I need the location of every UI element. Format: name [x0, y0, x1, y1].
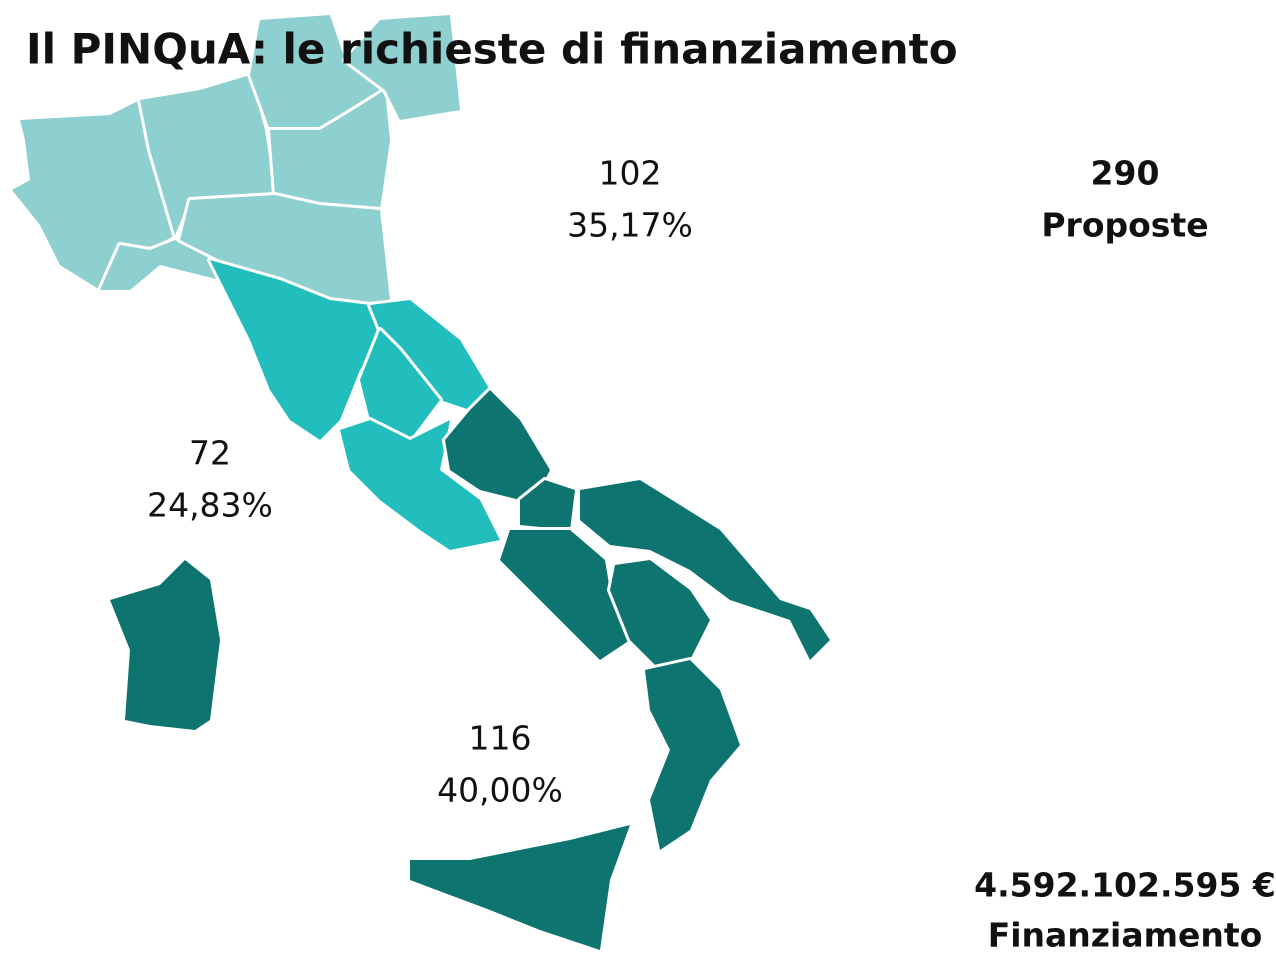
region — [337, 417, 503, 553]
area-percent: 40,00% — [437, 771, 563, 810]
title: Il PINQuA: le richieste di finanziamento — [26, 25, 958, 74]
total-proposals-label: Proposte — [1041, 206, 1208, 245]
area-count: 102 — [599, 154, 662, 193]
north-regions — [9, 12, 463, 308]
map — [9, 12, 833, 953]
region — [407, 822, 633, 953]
region — [577, 477, 833, 663]
center-regions — [207, 257, 503, 553]
total-funding: 4.592.102.595 € — [974, 866, 1276, 905]
area-percent: 35,17% — [567, 206, 693, 245]
region — [342, 12, 463, 123]
area-percent: 24,83% — [147, 486, 273, 525]
region — [517, 477, 578, 533]
region — [642, 657, 743, 853]
region — [107, 557, 223, 733]
area-count: 116 — [469, 719, 532, 758]
south-regions — [107, 387, 833, 953]
region — [207, 257, 383, 443]
area-count: 72 — [189, 434, 231, 473]
region — [497, 527, 633, 663]
total-funding-label: Finanziamento — [988, 916, 1263, 955]
total-proposals: 290 — [1091, 154, 1160, 193]
region — [97, 237, 223, 293]
